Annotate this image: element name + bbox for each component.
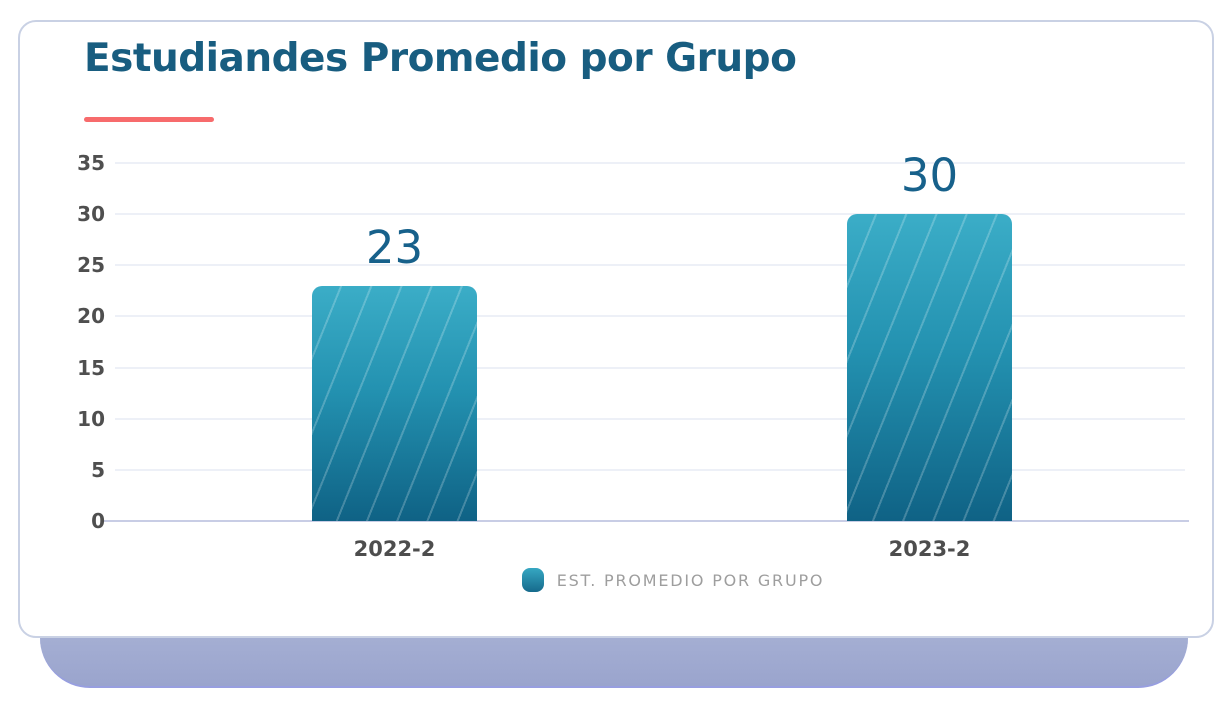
y-tick-label: 0: [91, 509, 105, 533]
bar-chart-plot-area: 0 5 10 15 20 25 30 35 23 2022-2 30 2023-2: [77, 150, 1189, 561]
legend-swatch-icon: [521, 568, 544, 592]
gridline: [115, 162, 1185, 164]
bar-value-label: 30: [900, 149, 959, 203]
y-tick-label: 5: [91, 457, 105, 482]
chart-title: Estudiandes Promedio por Grupo: [84, 36, 797, 81]
gridline: [115, 264, 1185, 267]
y-tick-label: 20: [77, 304, 105, 329]
legend-label: EST. PROMEDIO POR GRUPO: [556, 570, 825, 590]
bar-value-label: 23: [365, 220, 424, 274]
x-axis-baseline: [101, 520, 1189, 522]
y-tick-label: 25: [77, 253, 105, 278]
gridline: [115, 366, 1185, 369]
chart-card: Estudiandes Promedio por Grupo 0 5 10 15 20 2…: [18, 20, 1214, 638]
gridline: [115, 417, 1185, 420]
legend: EST. PROMEDIO POR GRUPO: [77, 568, 1232, 592]
y-tick-label: 10: [77, 406, 105, 431]
title-underline-accent: [84, 117, 214, 122]
y-tick-label: 35: [77, 151, 105, 175]
bar-2023-2: [847, 214, 1012, 521]
y-tick-label: 30: [77, 202, 105, 227]
y-tick-label: 15: [77, 355, 105, 380]
bar-2022-2: [312, 285, 477, 521]
x-axis-label: 2023-2: [888, 537, 971, 561]
gridline: [115, 213, 1185, 216]
gridline: [115, 315, 1185, 318]
x-axis-label: 2022-2: [353, 537, 436, 561]
gridline: [115, 468, 1185, 471]
